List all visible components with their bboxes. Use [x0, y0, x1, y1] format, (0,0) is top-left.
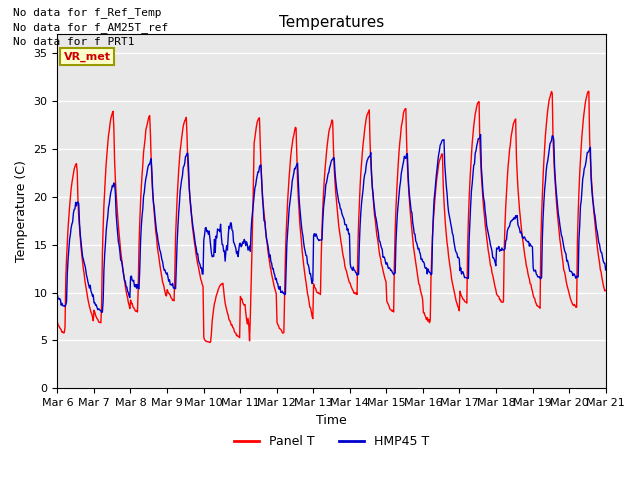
Panel T — [120, 272, 127, 277]
Line: HMP45 T: HMP45 T — [58, 134, 605, 312]
Panel T — [205, 339, 212, 345]
Y-axis label: Temperature (C): Temperature (C) — [15, 160, 28, 262]
X-axis label: Time: Time — [316, 414, 347, 427]
Panel T — [63, 239, 71, 245]
HMP45 T — [415, 245, 422, 251]
HMP45 T — [54, 292, 61, 298]
Text: No data for f_AM25T_ref: No data for f_AM25T_ref — [13, 22, 168, 33]
Text: No data for f_Ref_Temp: No data for f_Ref_Temp — [13, 7, 161, 18]
Panel T — [399, 116, 406, 121]
Title: Temperatures: Temperatures — [279, 15, 384, 30]
HMP45 T — [477, 132, 484, 137]
Panel T — [175, 158, 183, 164]
Text: VR_met: VR_met — [64, 51, 111, 61]
HMP45 T — [177, 188, 184, 194]
Panel T — [54, 319, 61, 325]
Line: Panel T: Panel T — [58, 91, 605, 343]
Panel T — [602, 288, 609, 293]
HMP45 T — [121, 278, 129, 284]
HMP45 T — [602, 267, 609, 273]
Panel T — [415, 281, 422, 287]
HMP45 T — [98, 310, 106, 315]
HMP45 T — [63, 271, 71, 276]
Panel T — [585, 88, 593, 94]
Text: No data for f_PRT1: No data for f_PRT1 — [13, 36, 134, 47]
Legend: Panel T, HMP45 T: Panel T, HMP45 T — [228, 430, 435, 453]
Panel T — [206, 340, 214, 346]
HMP45 T — [205, 228, 213, 234]
HMP45 T — [399, 162, 406, 168]
